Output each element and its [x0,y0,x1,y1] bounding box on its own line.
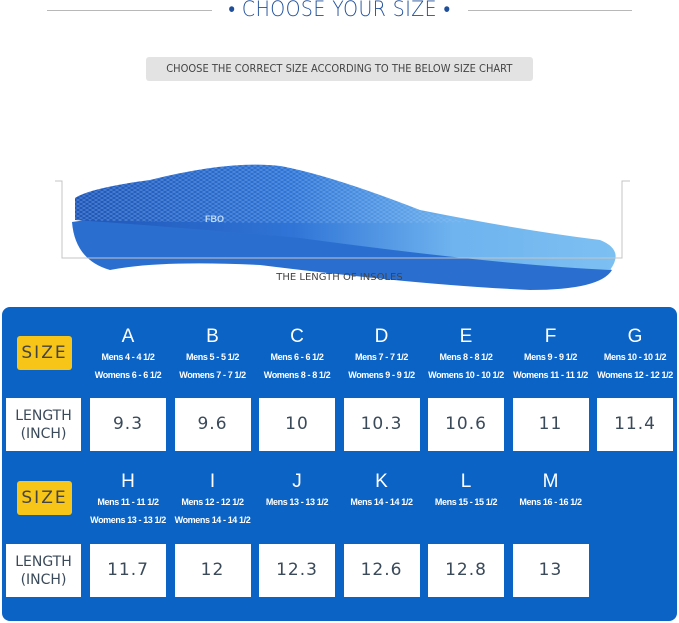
size-header-a: A Mens 4 - 4 1/2 Womens 6 - 6 1/2 [86,326,170,384]
womens-range: Womens 9 - 9 1/2 [348,370,415,380]
mens-range: Mens 9 - 9 1/2 [524,352,577,362]
mens-range: Mens 8 - 8 1/2 [439,352,493,362]
length-cell-i: 12 [174,544,251,597]
size-header-g: G Mens 10 - 10 1/2 Womens 12 - 12 1/2 [593,326,677,384]
mens-range: Mens 13 - 13 1/2 [265,497,329,507]
womens-range: Womens 12 - 12 1/2 [597,370,673,380]
length-label: LENGTH (INCH) [6,544,81,597]
womens-range [509,515,593,529]
womens-range: Womens 11 - 11 1/2 [513,370,588,380]
womens-range [255,515,339,529]
size-letter: F [544,326,557,347]
size-header-c: C Mens 6 - 6 1/2 Womens 8 - 8 1/2 [255,326,339,384]
length-cell-l: 12.8 [428,544,504,597]
size-header-l: L Mens 15 - 15 1/2 [424,471,508,529]
size-badge: SIZE [17,336,72,370]
size-letter: H [121,471,135,492]
womens-range: Womens 8 - 8 1/2 [263,370,331,380]
womens-range [424,515,508,529]
size-header-b: B Mens 5 - 5 1/2 Womens 7 - 7 1/2 [171,326,255,384]
length-label: LENGTH (INCH) [6,398,81,451]
size-header-m: M Mens 16 - 16 1/2 [509,471,593,529]
length-bracket [55,180,630,259]
size-letter: J [292,471,302,492]
size-letter: G [627,326,643,347]
mens-range: Mens 7 - 7 1/2 [355,352,408,362]
mens-range: Mens 15 - 15 1/2 [434,497,498,507]
size-letter: M [542,471,559,492]
length-cell-b: 9.6 [174,398,251,451]
size-header-j: J Mens 13 - 13 1/2 [255,471,339,529]
mens-range: Mens 16 - 16 1/2 [519,497,582,507]
womens-range: Womens 6 - 6 1/2 [94,370,162,380]
size-letter: B [206,326,219,347]
brand-mark: FBO [205,214,224,224]
title-rule-left [47,10,212,11]
size-letter: C [290,326,304,347]
size-header-k: K Mens 14 - 14 1/2 [340,471,424,529]
length-cell-c: 10 [259,398,335,451]
bullet-icon: • [443,0,451,21]
womens-range: Womens 7 - 7 1/2 [179,370,246,380]
size-letter: L [460,471,472,492]
size-letter: A [121,326,135,347]
bullet-icon: • [228,0,236,21]
length-cell-g: 11.4 [597,398,673,451]
length-cell-e: 10.6 [428,398,504,451]
instruction-banner: CHOOSE THE CORRECT SIZE ACCORDING TO THE… [146,57,533,81]
size-letter: I [209,471,216,492]
insole-length-caption: THE LENGTH OF INSOLES [276,272,403,283]
mens-range: Mens 12 - 12 1/2 [181,497,244,507]
title-rule-right [468,10,632,11]
length-cell-k: 12.6 [343,544,420,597]
size-header-i: I Mens 12 - 12 1/2 Womens 14 - 14 1/2 [171,471,255,529]
mens-range: Mens 14 - 14 1/2 [350,497,413,507]
size-header-f: F Mens 9 - 9 1/2 Womens 11 - 11 1/2 [509,326,593,384]
size-letter: K [375,471,388,492]
length-cell-a: 9.3 [90,398,166,451]
insole-base [72,215,612,290]
length-cell-h: 11.7 [90,544,166,597]
mens-range: Mens 11 - 11 1/2 [97,497,159,507]
page-title: • CHOOSE YOUR SIZE • [34,0,645,22]
womens-range [340,515,424,529]
size-badge: SIZE [17,481,72,515]
mens-range: Mens 4 - 4 1/2 [101,352,155,362]
length-cell-m: 13 [512,544,589,597]
size-header-e: E Mens 8 - 8 1/2 Womens 10 - 10 1/2 [424,326,508,384]
length-cell-j: 12.3 [259,544,335,597]
womens-range: Womens 13 - 13 1/2 [90,515,166,525]
size-header-h: H Mens 11 - 11 1/2 Womens 13 - 13 1/2 [86,471,170,529]
size-header-d: D Mens 7 - 7 1/2 Womens 9 - 9 1/2 [340,326,424,384]
mens-range: Mens 6 - 6 1/2 [270,352,324,362]
size-letter: D [374,326,389,347]
length-cell-d: 10.3 [343,398,420,451]
womens-range: Womens 10 - 10 1/2 [428,370,504,380]
womens-range: Womens 14 - 14 1/2 [174,515,251,525]
mens-range: Mens 10 - 10 1/2 [603,352,667,362]
size-letter: E [459,326,473,347]
mens-range: Mens 5 - 5 1/2 [186,352,239,362]
length-cell-f: 11 [512,398,589,451]
insole-image: FBO [55,164,630,290]
